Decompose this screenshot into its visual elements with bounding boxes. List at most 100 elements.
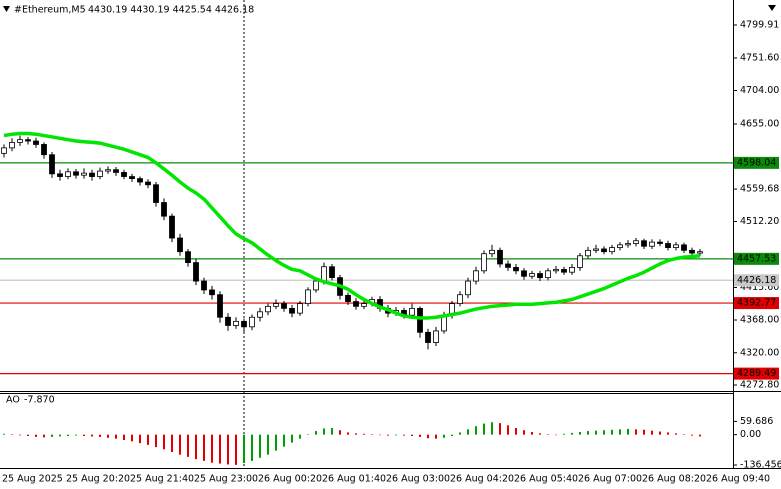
candle-body	[193, 262, 199, 282]
ao-bar	[307, 434, 309, 435]
y-tick-label: 4415.60	[740, 282, 779, 293]
candle-body	[121, 172, 127, 177]
ao-bar	[579, 432, 581, 435]
ao-bar	[419, 434, 421, 437]
candle-body	[217, 294, 223, 318]
candle-body	[345, 295, 351, 302]
ao-bar	[115, 434, 117, 439]
candle-body	[529, 273, 535, 277]
candle-body	[249, 316, 255, 328]
ao-bar	[251, 434, 253, 461]
candle-body	[289, 307, 295, 314]
ao-bar	[107, 434, 109, 438]
candle-body	[569, 266, 575, 273]
ao-bar	[483, 423, 485, 435]
axes: 4799.91 4751.60 4704.00 4655.00 4559.68 4512.…	[2, 19, 781, 484]
ao-bar	[651, 430, 653, 435]
ao-bar	[619, 429, 621, 435]
ao-bar	[491, 422, 493, 435]
candle-body	[241, 320, 247, 328]
candle-body	[417, 307, 423, 333]
candle-body	[545, 270, 551, 279]
candle-body	[489, 249, 495, 255]
ao-bar	[683, 434, 685, 435]
ao-bar	[339, 430, 341, 435]
ao-bar	[171, 434, 173, 452]
candle-body	[201, 280, 207, 291]
candle-body	[57, 173, 63, 177]
ao-bar	[35, 434, 37, 437]
candle-body	[697, 251, 703, 254]
candle-body	[145, 181, 151, 186]
ao-bar	[75, 434, 77, 436]
ao-bar	[67, 434, 69, 436]
y-tick-label: 4704.00	[740, 85, 779, 96]
ao-bar	[443, 434, 445, 438]
price-label: 4289.49	[737, 368, 776, 379]
candle-body	[265, 305, 271, 313]
ao-bar	[99, 434, 101, 437]
chart-title: #Ethereum,M5	[14, 5, 86, 16]
ao-bar	[467, 429, 469, 435]
candle-body	[313, 280, 319, 291]
candle-body	[689, 249, 695, 254]
ao-bar	[499, 423, 501, 435]
candle-body	[305, 289, 311, 304]
candle-body	[513, 266, 519, 272]
candle-body	[601, 248, 607, 253]
candle-body	[561, 269, 567, 273]
candle-body	[409, 307, 415, 316]
ao-bar	[411, 434, 413, 436]
ao-bar	[371, 434, 373, 435]
ao-bar	[323, 428, 325, 435]
moving-average	[3, 131, 701, 320]
menu-arrow[interactable]	[768, 5, 776, 11]
candle-body	[297, 303, 303, 314]
ao-bar	[347, 432, 349, 435]
x-tick-label: 25 Aug 20:20	[66, 474, 130, 485]
ao-bar	[435, 434, 437, 439]
ao-bar	[603, 430, 605, 435]
candle-body	[505, 263, 511, 268]
candle-body	[169, 215, 175, 239]
ao-bar	[539, 433, 541, 435]
ao-bar	[235, 434, 237, 465]
ao-bar	[363, 433, 365, 435]
y-tick-label: 4655.00	[740, 118, 779, 129]
ao-bar	[243, 434, 245, 464]
ao-bar	[267, 434, 269, 455]
candle-body	[497, 249, 503, 265]
candle-body	[137, 178, 143, 183]
ao-bar	[227, 434, 229, 465]
price-label-box	[734, 274, 779, 287]
ao-bar	[11, 434, 13, 435]
candle-body	[433, 330, 439, 343]
candle-body	[1, 147, 7, 154]
price-label-box	[734, 252, 779, 265]
ao-bar	[147, 434, 149, 445]
y-tick-label: 4368.00	[740, 314, 779, 325]
ao-panel	[3, 422, 701, 465]
candle-body	[609, 247, 615, 253]
candle-body	[353, 301, 359, 307]
candle-body	[425, 331, 431, 343]
ao-bar	[451, 434, 453, 436]
candle-body	[81, 172, 87, 176]
candle-body	[185, 251, 191, 264]
candle-body	[129, 176, 135, 180]
price-label: 4457.53	[737, 253, 776, 264]
candle-body	[281, 303, 287, 309]
candle-body	[225, 316, 231, 326]
candle-body	[673, 244, 679, 248]
candle-body	[257, 311, 263, 318]
ao-bar	[699, 434, 701, 437]
candle-body	[17, 139, 23, 143]
candle-body	[113, 169, 119, 173]
ao-bar	[59, 434, 61, 437]
candle-body	[457, 294, 463, 304]
y-tick-label: 4320.00	[740, 347, 779, 358]
ao-bar	[355, 433, 357, 435]
